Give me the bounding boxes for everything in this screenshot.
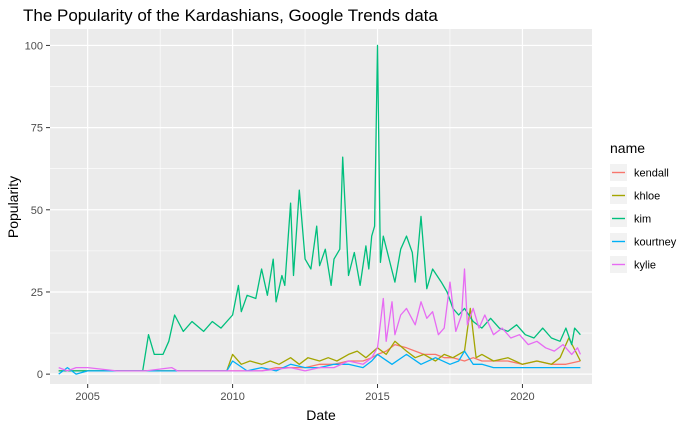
series-line-kourtney xyxy=(58,350,581,375)
series-line-kim xyxy=(58,44,581,372)
minor-gridlines xyxy=(50,29,592,384)
legend-label-kylie: kylie xyxy=(634,260,656,272)
legend-label-khloe: khloe xyxy=(634,191,660,203)
legend-label-kim: kim xyxy=(634,214,651,226)
axis-ticks xyxy=(46,44,523,388)
x-tick-label: 2005 xyxy=(75,391,99,403)
major-gridlines xyxy=(50,29,592,384)
chart-title: The Popularity of the Kardashians, Googl… xyxy=(23,6,438,25)
x-tick-label: 2015 xyxy=(365,391,389,403)
y-tick-label: 75 xyxy=(31,123,43,135)
y-tick-label: 100 xyxy=(25,40,43,52)
legend-label-kourtney: kourtney xyxy=(634,237,677,249)
y-tick-label: 0 xyxy=(37,369,43,381)
legend-label-kendall: kendall xyxy=(634,168,669,180)
y-tick-label: 50 xyxy=(31,205,43,217)
legend: name kendall khloe kim kourtney kylie xyxy=(610,140,677,273)
y-tick-label: 25 xyxy=(31,287,43,299)
x-axis-title: Date xyxy=(306,407,336,423)
y-tick-labels: 0 25 50 75 100 xyxy=(25,40,43,381)
x-tick-labels: 2005 2010 2015 2020 xyxy=(75,391,534,403)
x-tick-label: 2020 xyxy=(510,391,534,403)
legend-items: kendall khloe kim kourtney kylie xyxy=(610,164,677,273)
legend-title: name xyxy=(610,140,645,156)
plot-panel xyxy=(50,29,592,384)
series-line-kylie xyxy=(58,268,581,372)
x-tick-label: 2010 xyxy=(220,391,244,403)
y-axis-title: Popularity xyxy=(5,176,21,238)
series-layer xyxy=(58,44,581,375)
